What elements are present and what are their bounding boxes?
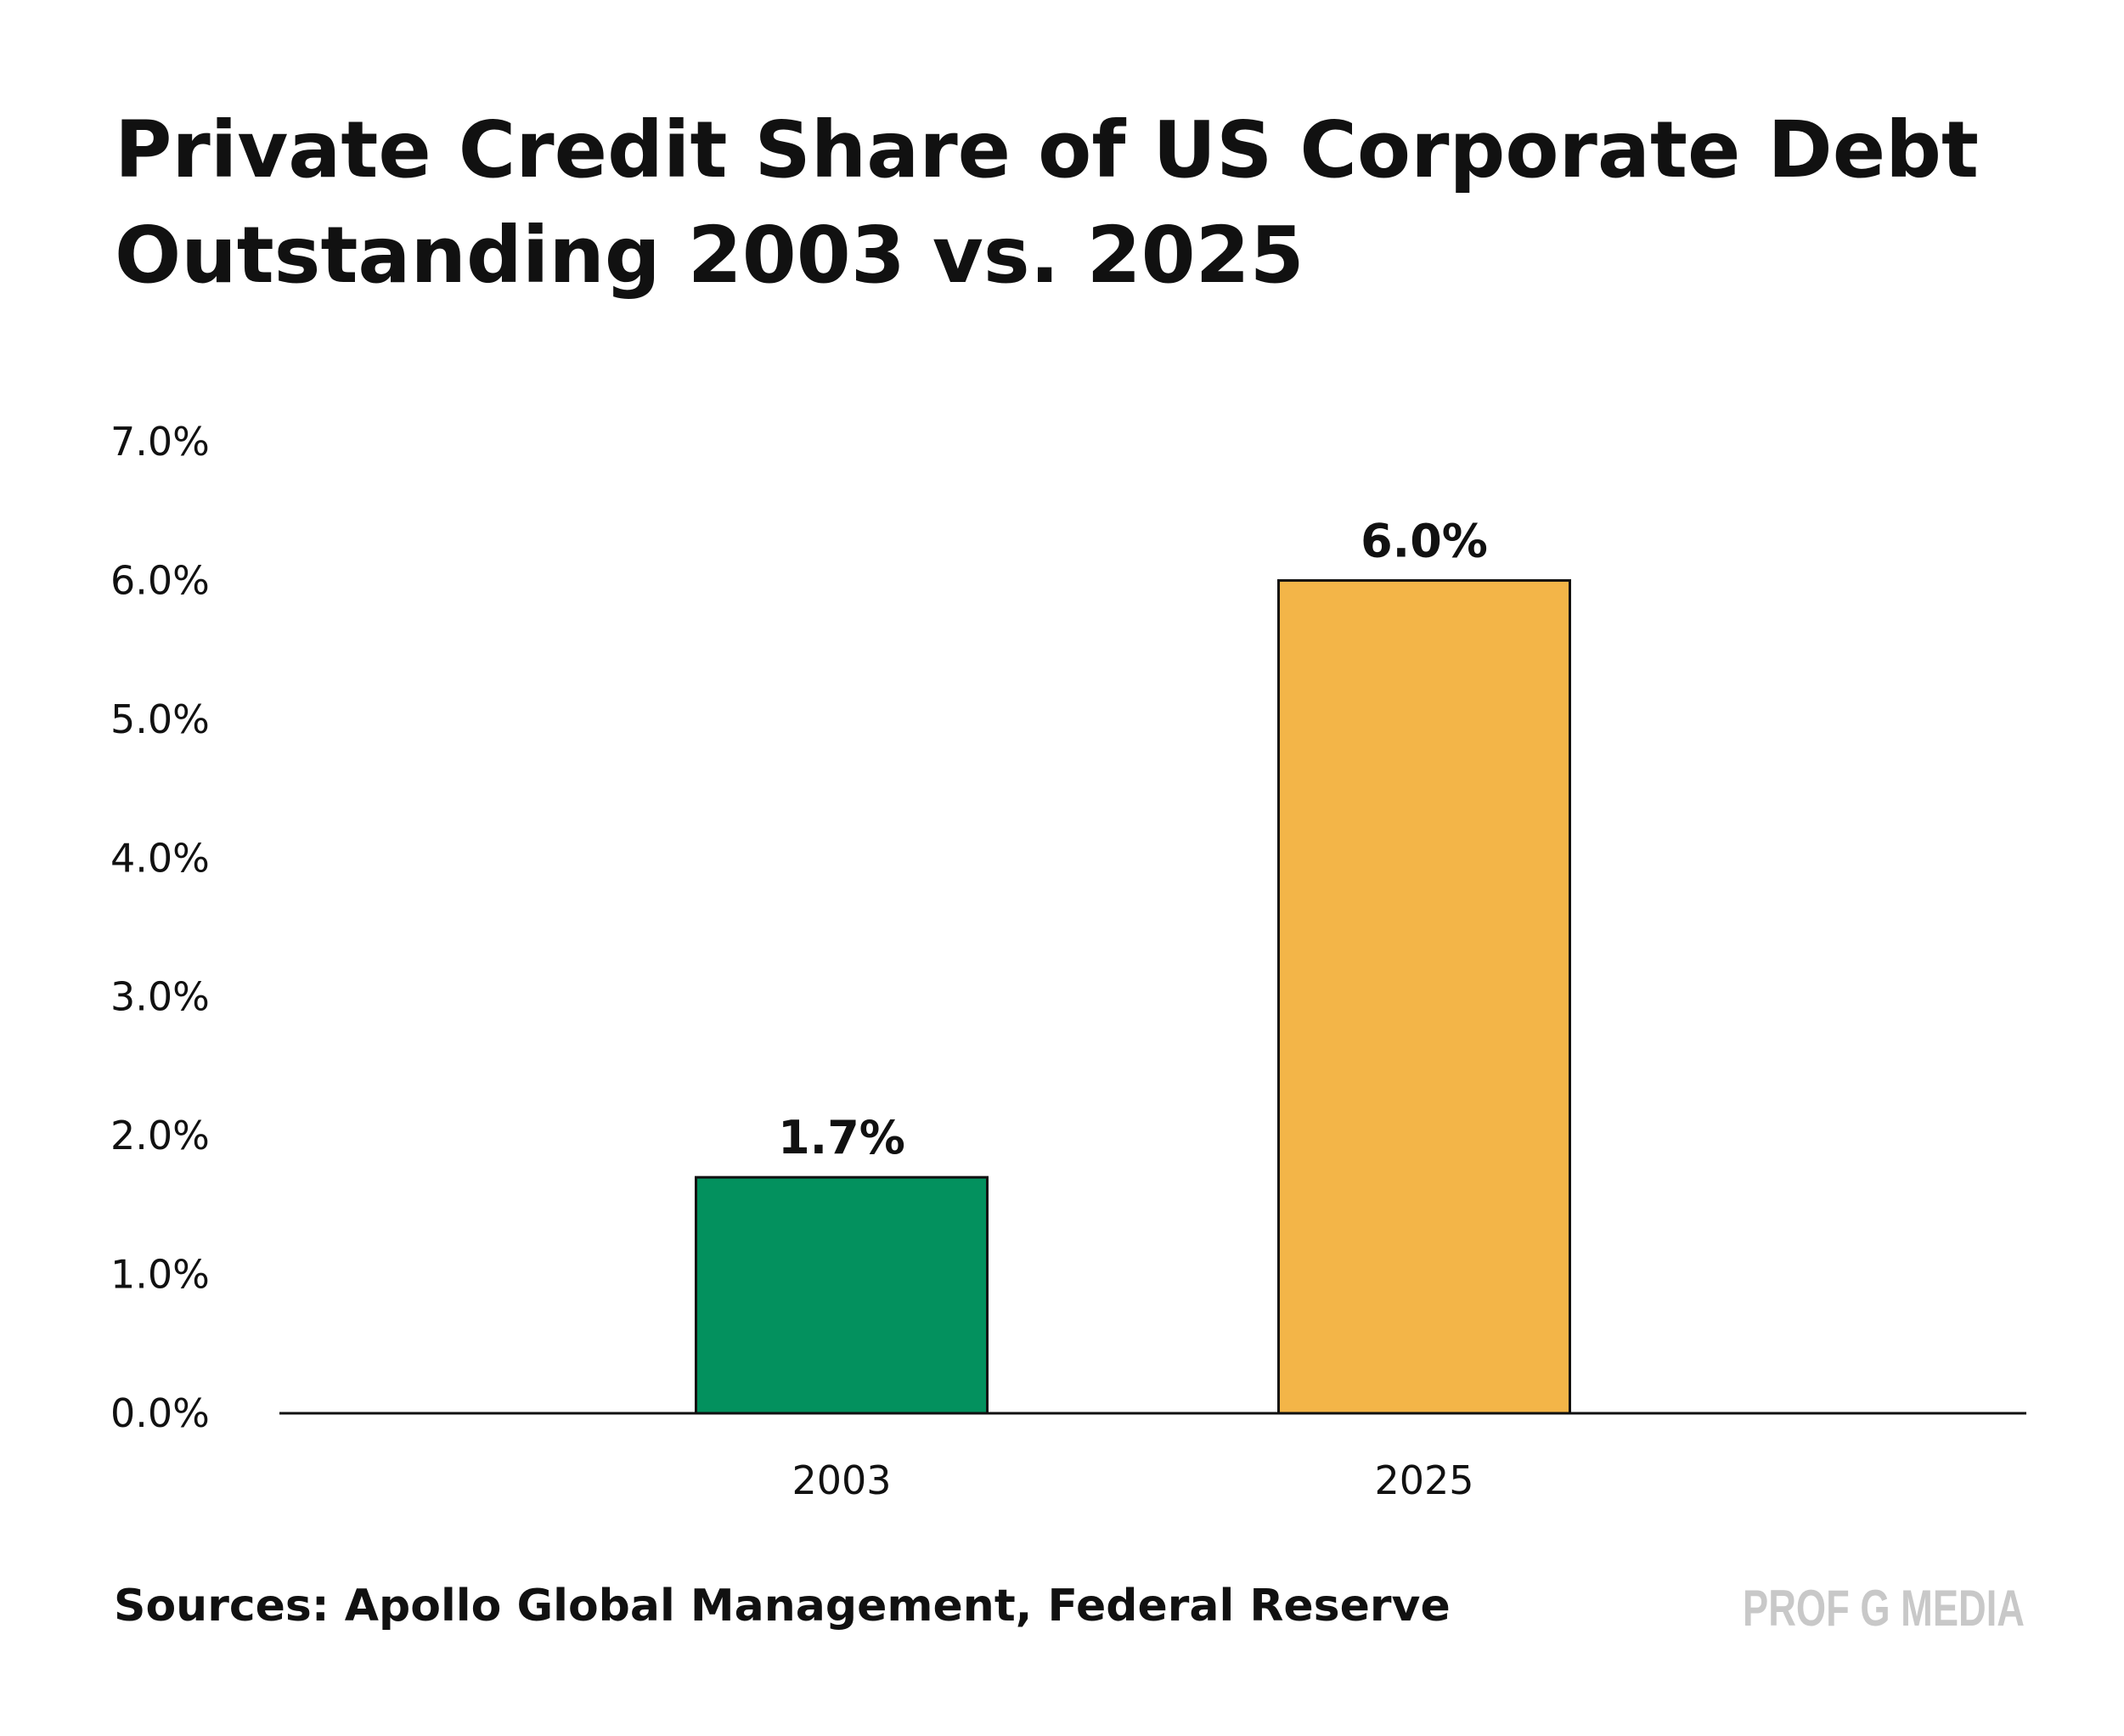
y-tick-label: 4.0% (110, 835, 210, 881)
y-tick-label: 5.0% (110, 696, 210, 742)
x-tick-label: 2003 (792, 1457, 891, 1503)
y-tick-label: 7.0% (110, 419, 210, 465)
source: Sources: Apollo Global Management, Feder… (114, 1581, 1451, 1632)
chart-title: Private Credit Share of US Corporate Deb… (115, 104, 1979, 195)
bar (695, 1175, 989, 1415)
bar (1277, 578, 1571, 1415)
watermark: PROF G MEDIA (1743, 1580, 2025, 1637)
chart-title: Outstanding 2003 vs. 2025 (115, 210, 1304, 301)
value-label: 6.0% (1361, 514, 1488, 567)
y-tick-label: 2.0% (110, 1113, 210, 1158)
value-label: 1.7% (778, 1111, 905, 1164)
y-tick-label: 6.0% (110, 557, 210, 603)
y-tick-label: 1.0% (110, 1252, 210, 1298)
y-tick-label: 0.0% (110, 1390, 210, 1436)
y-tick-label: 3.0% (110, 974, 210, 1020)
x-tick-label: 2025 (1374, 1457, 1473, 1503)
